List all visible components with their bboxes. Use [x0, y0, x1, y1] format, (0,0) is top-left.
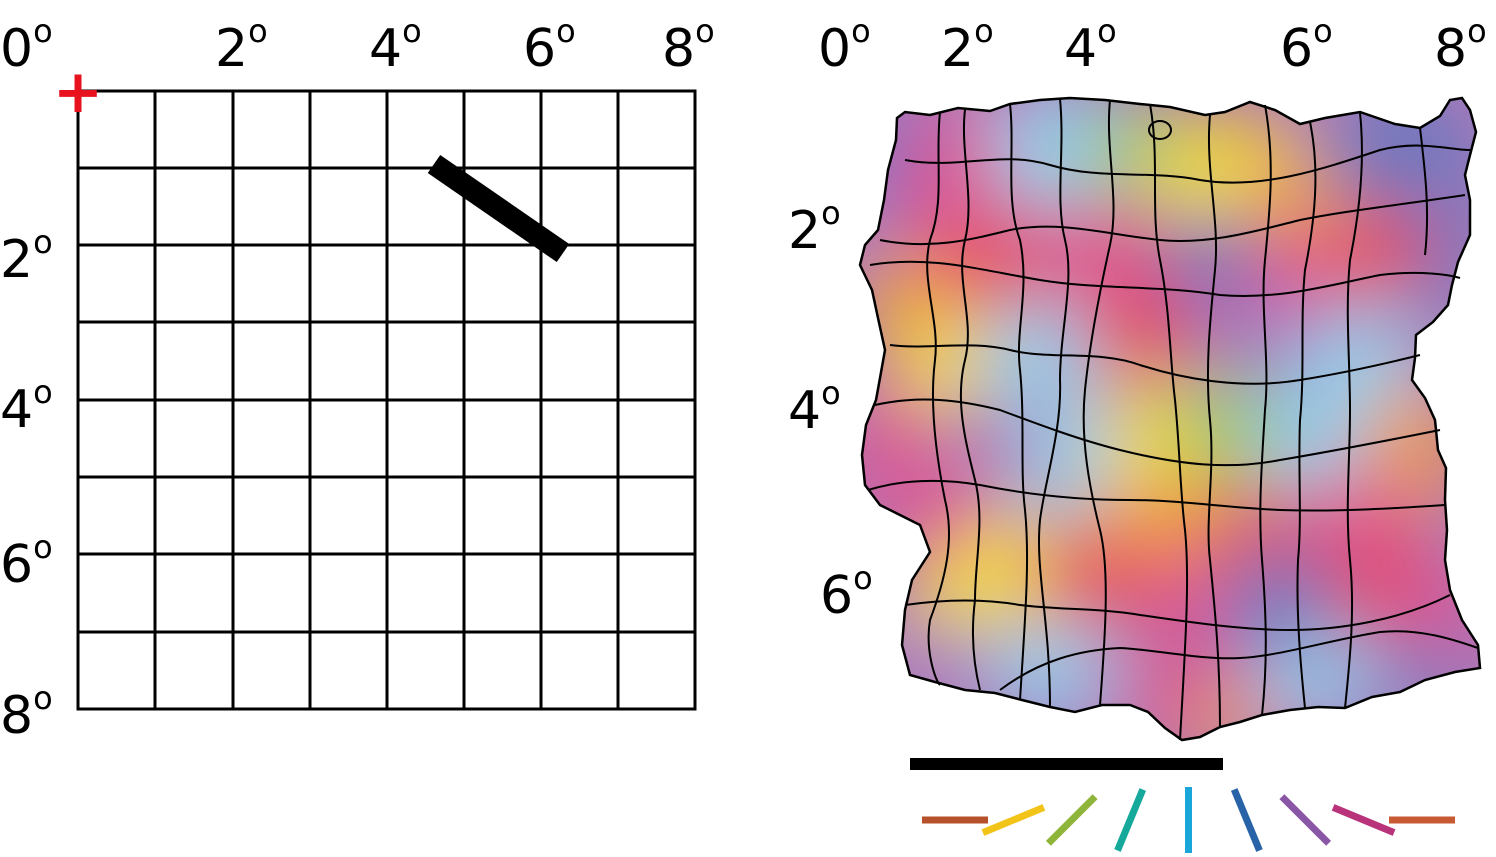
right-x-tick-0: 0o: [818, 12, 871, 79]
left-x-tick-4: 4o: [369, 12, 422, 79]
right-y-tick-labels: 2o 4o 6o: [788, 194, 873, 626]
orientation-tick-3: [1114, 788, 1147, 852]
left-y-tick-2: 2o: [0, 223, 53, 290]
left-y-tick-6: 6o: [0, 528, 53, 595]
orientation-tick-1: [981, 804, 1046, 836]
right-x-tick-6: 6o: [1280, 12, 1333, 79]
cortex-outline: [858, 96, 1482, 742]
left-x-tick-0: 0o: [0, 12, 53, 79]
right-panel: 0o 2o 4o 6o 8o 2o 4o 6o: [788, 12, 1487, 853]
orientation-tick-5: [1230, 788, 1263, 852]
fixation-cross-icon: +: [53, 57, 103, 127]
orientation-tick-6: [1279, 794, 1332, 846]
visual-field-grid: [76, 89, 697, 711]
retinotopic-grid: [867, 98, 1479, 741]
right-y-tick-6: 6o: [820, 559, 873, 626]
orientation-preference-map: [858, 96, 1482, 742]
left-y-tick-8: 8o: [0, 679, 53, 746]
stimulus-bar: [427, 154, 570, 263]
orientation-tick-2: [1045, 794, 1098, 846]
left-x-tick-6: 6o: [523, 12, 576, 79]
left-x-tick-8: 8o: [662, 12, 715, 79]
right-y-tick-2: 2o: [788, 194, 841, 261]
left-x-tick-labels: 0o 2o 4o 6o 8o: [0, 12, 715, 79]
map-island-contour: [1148, 120, 1172, 140]
right-y-tick-4: 4o: [788, 374, 841, 441]
left-panel: + 0o 2o 4o 6o 8o 2o 4o 6o 8o: [0, 12, 715, 746]
right-x-tick-4: 4o: [1064, 12, 1117, 79]
right-x-tick-2: 2o: [941, 12, 994, 79]
right-x-tick-8: 8o: [1434, 12, 1487, 79]
left-y-tick-4: 4o: [0, 373, 53, 440]
left-x-tick-2: 2o: [215, 12, 268, 79]
left-y-tick-labels: 2o 4o 6o 8o: [0, 223, 53, 746]
right-x-tick-labels: 0o 2o 4o 6o 8o: [818, 12, 1487, 79]
orientation-tick-7: [1331, 804, 1396, 836]
orientation-legend: [922, 787, 1455, 853]
